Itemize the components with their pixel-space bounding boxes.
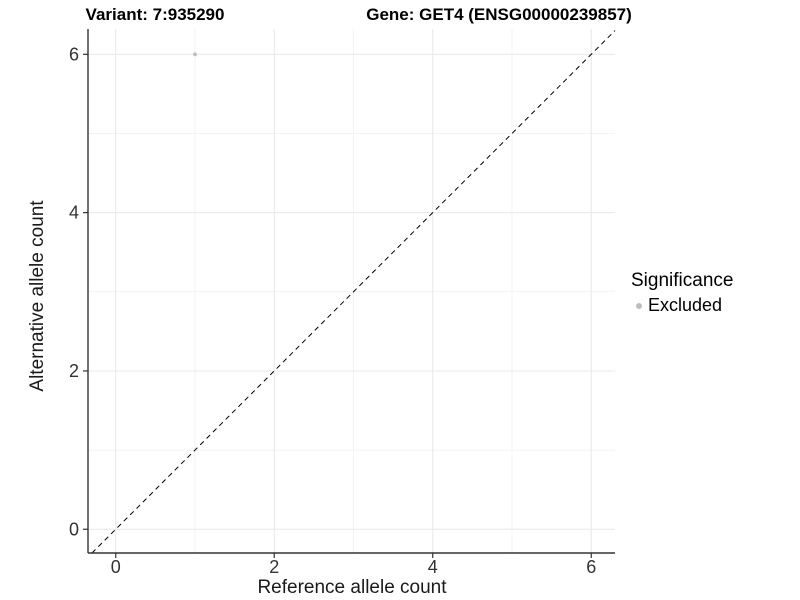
legend-point-icon: [636, 302, 642, 309]
x-tick-label: 6: [586, 557, 596, 577]
plot-title-gene: Gene: GET4 (ENSG00000239857): [366, 5, 632, 24]
y-tick-label: 6: [69, 44, 79, 64]
x-tick-label: 0: [111, 557, 121, 577]
data-point: [193, 52, 197, 57]
x-tick-label: 2: [269, 557, 279, 577]
legend: Significance Excluded: [629, 270, 733, 316]
plot-title-variant: Variant: 7:935290: [85, 5, 225, 24]
y-tick-label: 4: [69, 203, 79, 223]
y-tick-label: 0: [69, 519, 79, 539]
y-axis-title: Alternative allele count: [27, 200, 48, 392]
x-axis-title: Reference allele count: [257, 577, 447, 598]
legend-title: Significance: [631, 270, 734, 291]
legend-item-label: Excluded: [648, 295, 723, 315]
x-tick-label: 4: [428, 557, 438, 577]
identity-reference-line: [91, 30, 616, 554]
y-tick-label: 2: [69, 361, 79, 381]
legend-item-excluded: Excluded: [629, 295, 733, 316]
